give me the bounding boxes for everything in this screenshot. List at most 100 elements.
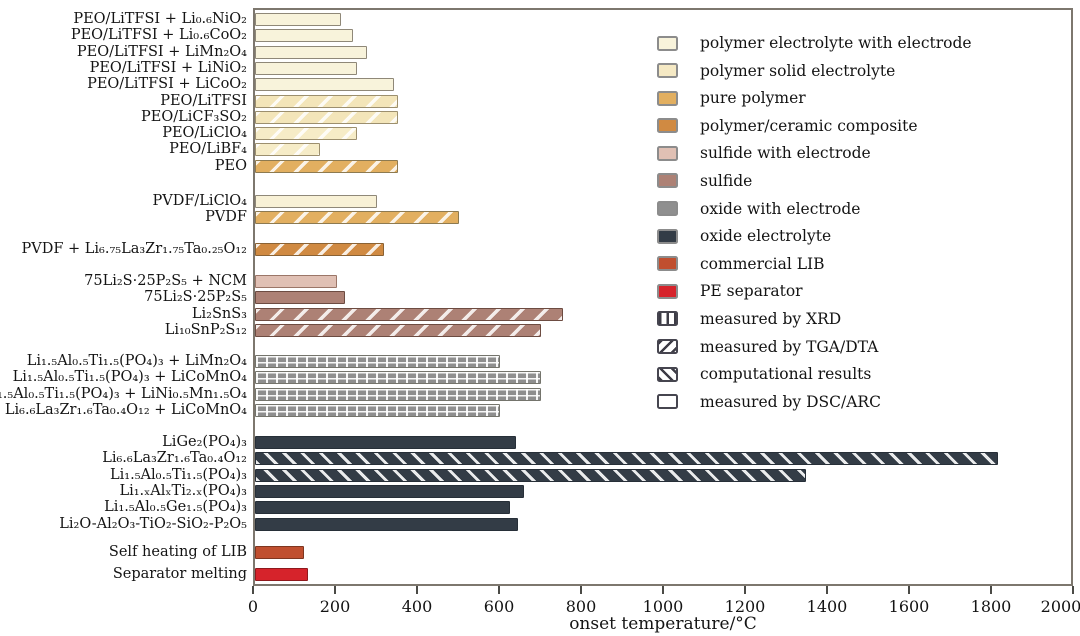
bar [255, 211, 459, 225]
axis-tick-label: 800 [565, 597, 597, 616]
legend-item: measured by DSC/ARC [657, 392, 972, 411]
legend-label: measured by XRD [700, 309, 842, 328]
legend-swatch-dsc-pattern [657, 394, 678, 410]
bar-label: 75Li₂S·25P₂S₅ [144, 289, 247, 306]
legend-color-swatch [657, 90, 678, 106]
legend-item: polymer solid electrolyte [657, 61, 972, 80]
bar [255, 195, 378, 208]
bar-label: Li₆.₆La₃Zr₁.₆Ta₀.₄O₁₂ [102, 450, 247, 467]
bar [255, 29, 353, 43]
bar-label: Li₂SnS₃ [191, 305, 247, 322]
x-axis-title: onset temperature/°C [569, 614, 757, 634]
axis-tick [744, 586, 746, 594]
bar [255, 275, 337, 288]
legend-item: computational results [657, 365, 972, 384]
legend-label: PE separator [700, 282, 803, 301]
legend-label: polymer electrolyte with electrode [700, 34, 972, 52]
axis-tick [1072, 586, 1074, 594]
legend-item: oxide electrolyte [657, 227, 972, 246]
bar-label: PEO/LiTFSI [160, 92, 247, 109]
bar-label: PVDF/LiClO₄ [152, 193, 248, 209]
axis-tick [252, 586, 254, 594]
legend-label: pure polymer [700, 89, 806, 108]
legend: polymer electrolyte with electrode polyme… [657, 34, 972, 411]
bar [255, 94, 398, 108]
axis-tick-label: 1200 [724, 597, 766, 616]
bar [255, 323, 541, 337]
bar [255, 568, 309, 581]
bar-label: Li₁.₅Al₀.₅Ti₁.₅(PO₄)₃ + LiNi₀.₅Mn₁.₅O₄ [0, 385, 247, 402]
bar-label: PEO/LiTFSI + LiCoO₂ [87, 76, 247, 93]
legend-item: PE separator [657, 282, 972, 301]
bar [255, 452, 998, 466]
legend-label: polymer solid electrolyte [700, 61, 896, 80]
legend-color-swatch [657, 173, 678, 189]
legend-item: oxide with electrode [657, 200, 972, 218]
legend-item: polymer electrolyte with electrode [657, 34, 972, 52]
axis-tick-label: 1400 [806, 597, 848, 616]
bar [255, 371, 541, 385]
bar [255, 45, 368, 59]
legend-item: sulfide [657, 171, 972, 190]
bar [255, 436, 517, 449]
legend-label: measured by DSC/ARC [700, 392, 881, 411]
axis-tick [498, 586, 500, 594]
bar-label: Li₁.ₓAlₓTi₂.ₓ(PO₄)₃ [119, 482, 247, 499]
bar-label: Li₁.₅Al₀.₅Ti₁.₅(PO₄)₃ + LiCoMnO₄ [12, 369, 247, 386]
axis-tick-label: 400 [401, 597, 433, 616]
axis-tick-label: 1000 [642, 597, 684, 616]
legend-item: sulfide with electrode [657, 144, 972, 163]
legend-label: oxide electrolyte [700, 227, 832, 246]
bar [255, 546, 304, 559]
legend-item: pure polymer [657, 89, 972, 108]
bar-label: PVDF + Li₆.₇₅La₃Zr₁.₇₅Ta₀.₂₅O₁₂ [21, 241, 248, 257]
bar-label: PEO/LiTFSI + Li₀.₆CoO₂ [70, 27, 247, 44]
axis-tick-label: 600 [483, 597, 515, 616]
bar-label: PEO/LiTFSI + LiMn₂O₄ [76, 43, 247, 60]
bar-label: Li₆.₆La₃Zr₁.₆Ta₀.₄O₁₂ + LiCoMnO₄ [4, 401, 247, 418]
bar-label: Separator melting [112, 566, 247, 582]
bar-label: Li₂O-Al₂O₃-TiO₂-SiO₂-P₂O₅ [59, 515, 247, 532]
legend-color-swatch [657, 201, 678, 217]
axis-tick [416, 586, 418, 594]
bar-label: LiGe₂(PO₄)₃ [162, 434, 247, 450]
bar [255, 387, 541, 401]
bar-label: PVDF [205, 209, 247, 226]
legend-swatch-comp-pattern [657, 366, 678, 382]
bar-label: Li₁₀SnP₂S₁₂ [164, 321, 247, 338]
axis-tick [908, 586, 910, 594]
legend-item: measured by TGA/DTA [657, 337, 972, 356]
axis-tick [990, 586, 992, 594]
axis-tick [580, 586, 582, 594]
axis-tick-label: 0 [247, 597, 259, 616]
bar-label: PEO/LiTFSI + Li₀.₆NiO₂ [73, 11, 247, 27]
axis-tick-label: 200 [319, 597, 351, 616]
legend-color-swatch [657, 256, 678, 272]
bar [255, 243, 384, 256]
bar [255, 127, 357, 141]
legend-item: commercial LIB [657, 254, 972, 273]
bar-label: Li₁.₅Al₀.₅Ti₁.₅(PO₄)₃ + LiMn₂O₄ [26, 353, 247, 369]
legend-label: measured by TGA/DTA [700, 337, 879, 356]
legend-color-swatch [657, 283, 678, 299]
legend-label: commercial LIB [700, 254, 825, 273]
legend-label: sulfide [700, 171, 753, 190]
legend-color-swatch [657, 118, 678, 134]
legend-label: computational results [700, 365, 872, 384]
legend-color-swatch [657, 35, 678, 51]
bar-label: PEO/LiTFSI + LiNiO₂ [89, 59, 247, 76]
bar-label: Self heating of LIB [108, 544, 247, 560]
bar [255, 13, 341, 26]
axis-tick-label: 1800 [970, 597, 1012, 616]
bar [255, 403, 500, 417]
legend-item: measured by XRD [657, 309, 972, 328]
legend-label: sulfide with electrode [700, 144, 871, 163]
axis-tick-label: 2000 [1040, 597, 1080, 616]
bar [255, 61, 357, 75]
axis-tick [662, 586, 664, 594]
bar [255, 355, 500, 368]
bar [255, 110, 398, 124]
bar-label: PEO/LiBF₄ [169, 141, 247, 158]
axis-tick [826, 586, 828, 594]
